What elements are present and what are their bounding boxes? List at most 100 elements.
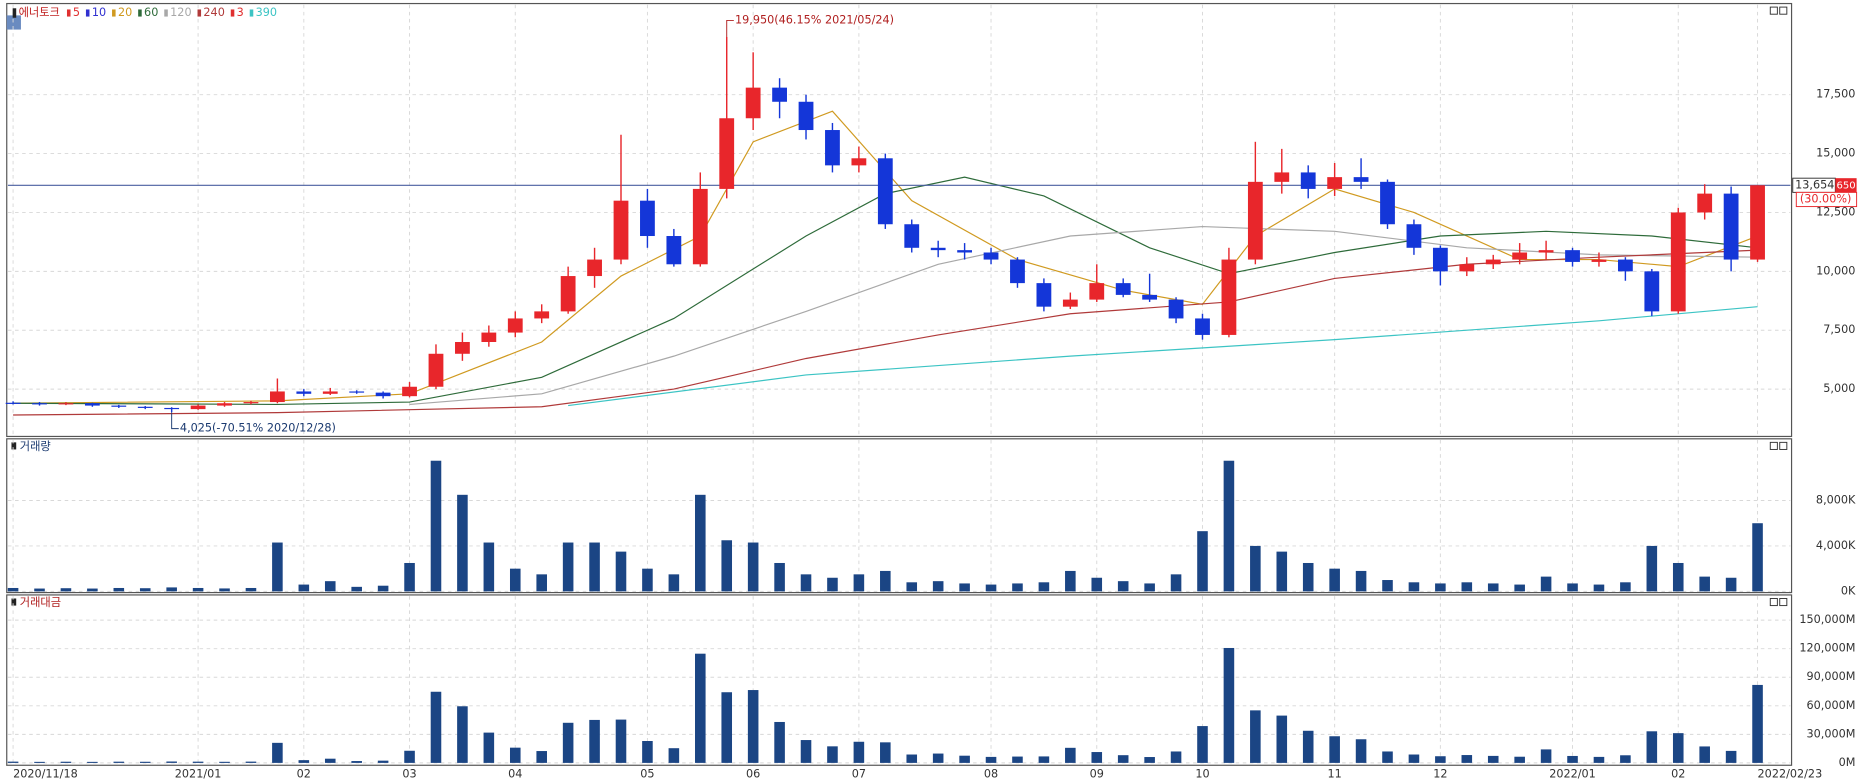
volume-bar bbox=[1197, 531, 1208, 592]
moving-average bbox=[13, 176, 1758, 406]
amount-bar bbox=[457, 706, 468, 763]
candle-body bbox=[772, 87, 787, 102]
candle-body bbox=[1274, 172, 1290, 182]
amount-bar bbox=[774, 721, 785, 763]
y-tick-label: 10,000 bbox=[1816, 264, 1855, 277]
amount-bar bbox=[1382, 751, 1393, 763]
y-tick-label: 120,000M bbox=[1799, 642, 1855, 655]
y-tick-label: 15,000 bbox=[1816, 147, 1855, 160]
candle-body bbox=[1485, 259, 1501, 265]
candle-body bbox=[1644, 271, 1660, 312]
volume-bar bbox=[695, 494, 706, 592]
volume-bar bbox=[1699, 576, 1710, 592]
candle-body bbox=[1512, 252, 1528, 260]
amount-bar bbox=[113, 761, 125, 763]
amount-bar bbox=[404, 750, 415, 763]
amount-bar bbox=[589, 719, 600, 763]
amount-bar bbox=[1514, 756, 1525, 763]
amount-bar bbox=[1593, 756, 1605, 763]
volume-bar bbox=[1514, 584, 1525, 592]
volume-bar bbox=[1012, 583, 1023, 592]
amount-pane bbox=[6, 594, 1793, 766]
amount-bar bbox=[827, 746, 838, 763]
candle-body bbox=[217, 403, 232, 406]
amount-bar bbox=[1223, 647, 1235, 763]
amount-bar bbox=[536, 751, 547, 763]
volume-bar bbox=[1091, 577, 1103, 592]
candle-body bbox=[798, 101, 814, 131]
amount-bar bbox=[1329, 736, 1340, 763]
amount-bar bbox=[87, 761, 98, 763]
volume-bar bbox=[1170, 574, 1182, 592]
x-tick-label: 07 bbox=[852, 768, 866, 781]
volume-bar bbox=[1752, 523, 1763, 592]
amount-bar bbox=[1725, 750, 1737, 763]
candle-body bbox=[84, 403, 100, 406]
legend-label: 120 bbox=[170, 6, 191, 19]
amount-bar bbox=[1408, 754, 1420, 763]
volume-bar bbox=[1540, 576, 1552, 592]
y-tick-label: 5,000 bbox=[1823, 382, 1855, 395]
candle-body bbox=[1565, 250, 1580, 262]
volume-bar bbox=[668, 574, 680, 592]
volume-bar bbox=[1672, 562, 1684, 592]
candle-body bbox=[402, 386, 417, 397]
candle-body bbox=[719, 118, 735, 189]
price-pane bbox=[6, 2, 1793, 438]
volume-bar bbox=[985, 584, 997, 592]
volume-bar bbox=[139, 588, 151, 592]
amount-bar bbox=[800, 740, 812, 763]
pane-marker bbox=[11, 598, 17, 606]
volume-bar bbox=[1038, 582, 1050, 592]
amount-bar bbox=[1461, 755, 1473, 763]
candle-body bbox=[587, 259, 602, 277]
candle-body bbox=[851, 158, 867, 166]
candle-body bbox=[1327, 177, 1343, 189]
pane-marker bbox=[11, 442, 17, 450]
amount-bar bbox=[1038, 756, 1050, 763]
candle-body bbox=[1670, 212, 1686, 312]
y-tick-label: 0K bbox=[1841, 584, 1856, 597]
candle-body bbox=[111, 405, 127, 407]
pane-buttons bbox=[1769, 6, 1788, 607]
moving-average bbox=[568, 306, 1758, 407]
annotation: 19,950(46.15% 2021/05/24) bbox=[735, 13, 894, 26]
amount-bar bbox=[351, 761, 362, 763]
candle-body bbox=[930, 247, 946, 251]
candle-body bbox=[1142, 294, 1158, 300]
amount-bar bbox=[34, 761, 45, 763]
volume-bar bbox=[509, 568, 521, 592]
volume-bar bbox=[721, 540, 733, 592]
candle-body bbox=[1723, 193, 1739, 260]
amount-bar bbox=[1250, 710, 1261, 763]
legend-swatch bbox=[164, 9, 168, 17]
volume-bar bbox=[34, 588, 45, 592]
volume-bar bbox=[589, 542, 600, 592]
amount-bar bbox=[483, 732, 495, 763]
amount-bar bbox=[298, 760, 310, 763]
x-tick-label: 04 bbox=[508, 768, 522, 781]
candle-body bbox=[877, 158, 893, 225]
candle-body bbox=[455, 341, 470, 354]
volume-bar bbox=[113, 587, 125, 592]
amount-bar bbox=[1170, 751, 1182, 763]
ticker: 에너토크 bbox=[19, 6, 60, 19]
annotation-leader bbox=[171, 412, 179, 430]
amount-bar bbox=[1302, 730, 1314, 763]
legend-label: 5 bbox=[73, 6, 80, 19]
candle-body bbox=[1750, 185, 1765, 260]
volume-bar bbox=[1567, 583, 1578, 592]
amount-bar bbox=[1435, 756, 1446, 763]
candle-body bbox=[1617, 259, 1633, 272]
y-tick-label: 7,500 bbox=[1823, 323, 1855, 336]
volume-title: 거래량 bbox=[20, 440, 51, 453]
volume-bar bbox=[298, 584, 310, 592]
volume-bar bbox=[1620, 582, 1631, 592]
candle-body bbox=[1697, 193, 1713, 213]
mode-icon[interactable] bbox=[6, 15, 21, 30]
candle-body bbox=[1195, 318, 1210, 335]
volume-bar bbox=[1065, 570, 1076, 592]
x-tick-label: 03 bbox=[402, 768, 416, 781]
candle-body bbox=[1036, 283, 1052, 307]
amount-bar bbox=[324, 758, 336, 763]
